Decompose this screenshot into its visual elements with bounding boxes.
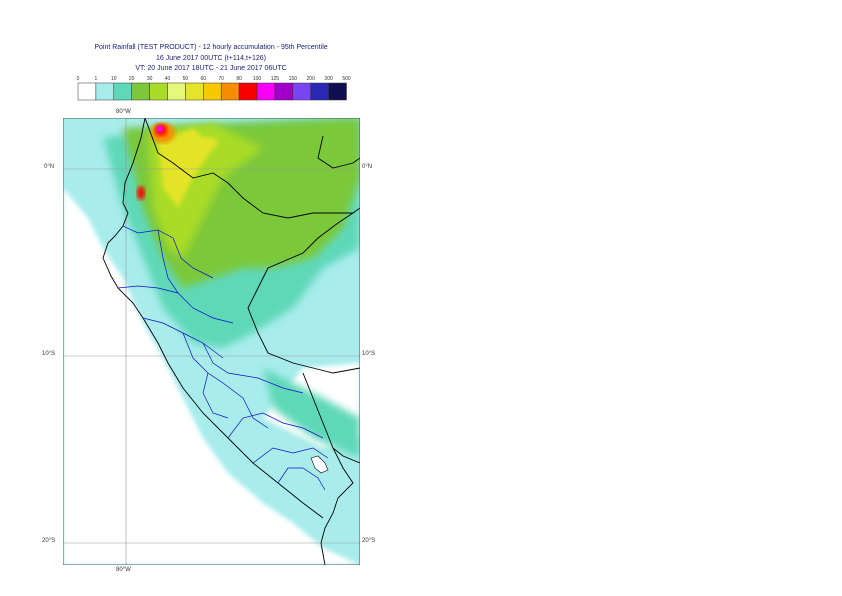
lat-label-0: 0°N xyxy=(44,164,55,170)
legend-swatch xyxy=(113,82,132,101)
legend-swatch xyxy=(167,82,186,101)
lat-label-10s-right: 10°S xyxy=(362,351,376,357)
legend-swatch xyxy=(220,82,240,101)
legend-tick-label: 300 xyxy=(324,76,333,82)
lat-label-0-right: 0°N xyxy=(362,164,373,170)
lat-label-20s-right: 20°S xyxy=(362,538,376,544)
lon-label-bottom: 80°W xyxy=(116,567,131,573)
legend-tick-label: 125 xyxy=(271,76,280,82)
legend-swatch xyxy=(238,82,258,101)
dry-sea-area xyxy=(63,188,360,565)
legend-tick-label: 10 xyxy=(111,76,117,82)
legend-tick-label: 60 xyxy=(201,76,207,82)
forecast-run-label: 16 June 2017 00UTC (t+114,t+126) xyxy=(155,55,266,62)
legend-swatch xyxy=(310,82,329,101)
legend-swatch xyxy=(274,82,294,101)
rain-band-yellow xyxy=(158,128,213,208)
lat-label-10s: 10°S xyxy=(42,351,56,357)
legend-tick-label: 200 xyxy=(307,76,316,82)
legend-tick-label: 100 xyxy=(253,76,262,82)
lat-label-20s: 20°S xyxy=(42,538,56,544)
legend-swatch xyxy=(256,82,276,101)
legend-swatch xyxy=(131,82,150,101)
map-title: Point Rainfall (TEST PRODUCT) - 12 hourl… xyxy=(94,44,328,51)
legend-tick-label: 0 xyxy=(77,76,80,82)
rain-yellow-east xyxy=(198,137,218,149)
rain-band-teal-south xyxy=(263,368,360,458)
legend-tick-label: 20 xyxy=(129,76,135,82)
lon-label-top: 80°W xyxy=(116,109,131,115)
legend-tick-label: 30 xyxy=(147,76,153,82)
legend-tick-label: 150 xyxy=(289,76,298,82)
legend-tick-label: 70 xyxy=(218,76,224,82)
province-boundaries xyxy=(117,225,329,491)
legend-swatch xyxy=(185,82,204,101)
rainfall-map xyxy=(63,118,360,565)
graticule xyxy=(63,118,360,565)
legend-tick-label: 1 xyxy=(95,76,98,82)
legend-swatch xyxy=(328,82,347,101)
legend-swatch xyxy=(292,82,311,101)
legend-tick-label: 80 xyxy=(236,76,242,82)
legend-tick-label: 50 xyxy=(183,76,189,82)
lake-titicaca xyxy=(310,455,329,474)
legend-swatch xyxy=(77,82,97,101)
legend-swatch xyxy=(95,82,115,101)
legend-swatch xyxy=(149,82,168,101)
rain-core-magenta xyxy=(157,126,163,132)
rain-core-secondary xyxy=(137,186,145,200)
validity-time-label: VT: 20 June 2017 18UTC - 21 June 2017 06… xyxy=(135,65,287,72)
legend-swatch xyxy=(203,82,222,101)
legend-tick-label: 500 xyxy=(342,76,351,82)
legend-tick-label: 40 xyxy=(165,76,171,82)
